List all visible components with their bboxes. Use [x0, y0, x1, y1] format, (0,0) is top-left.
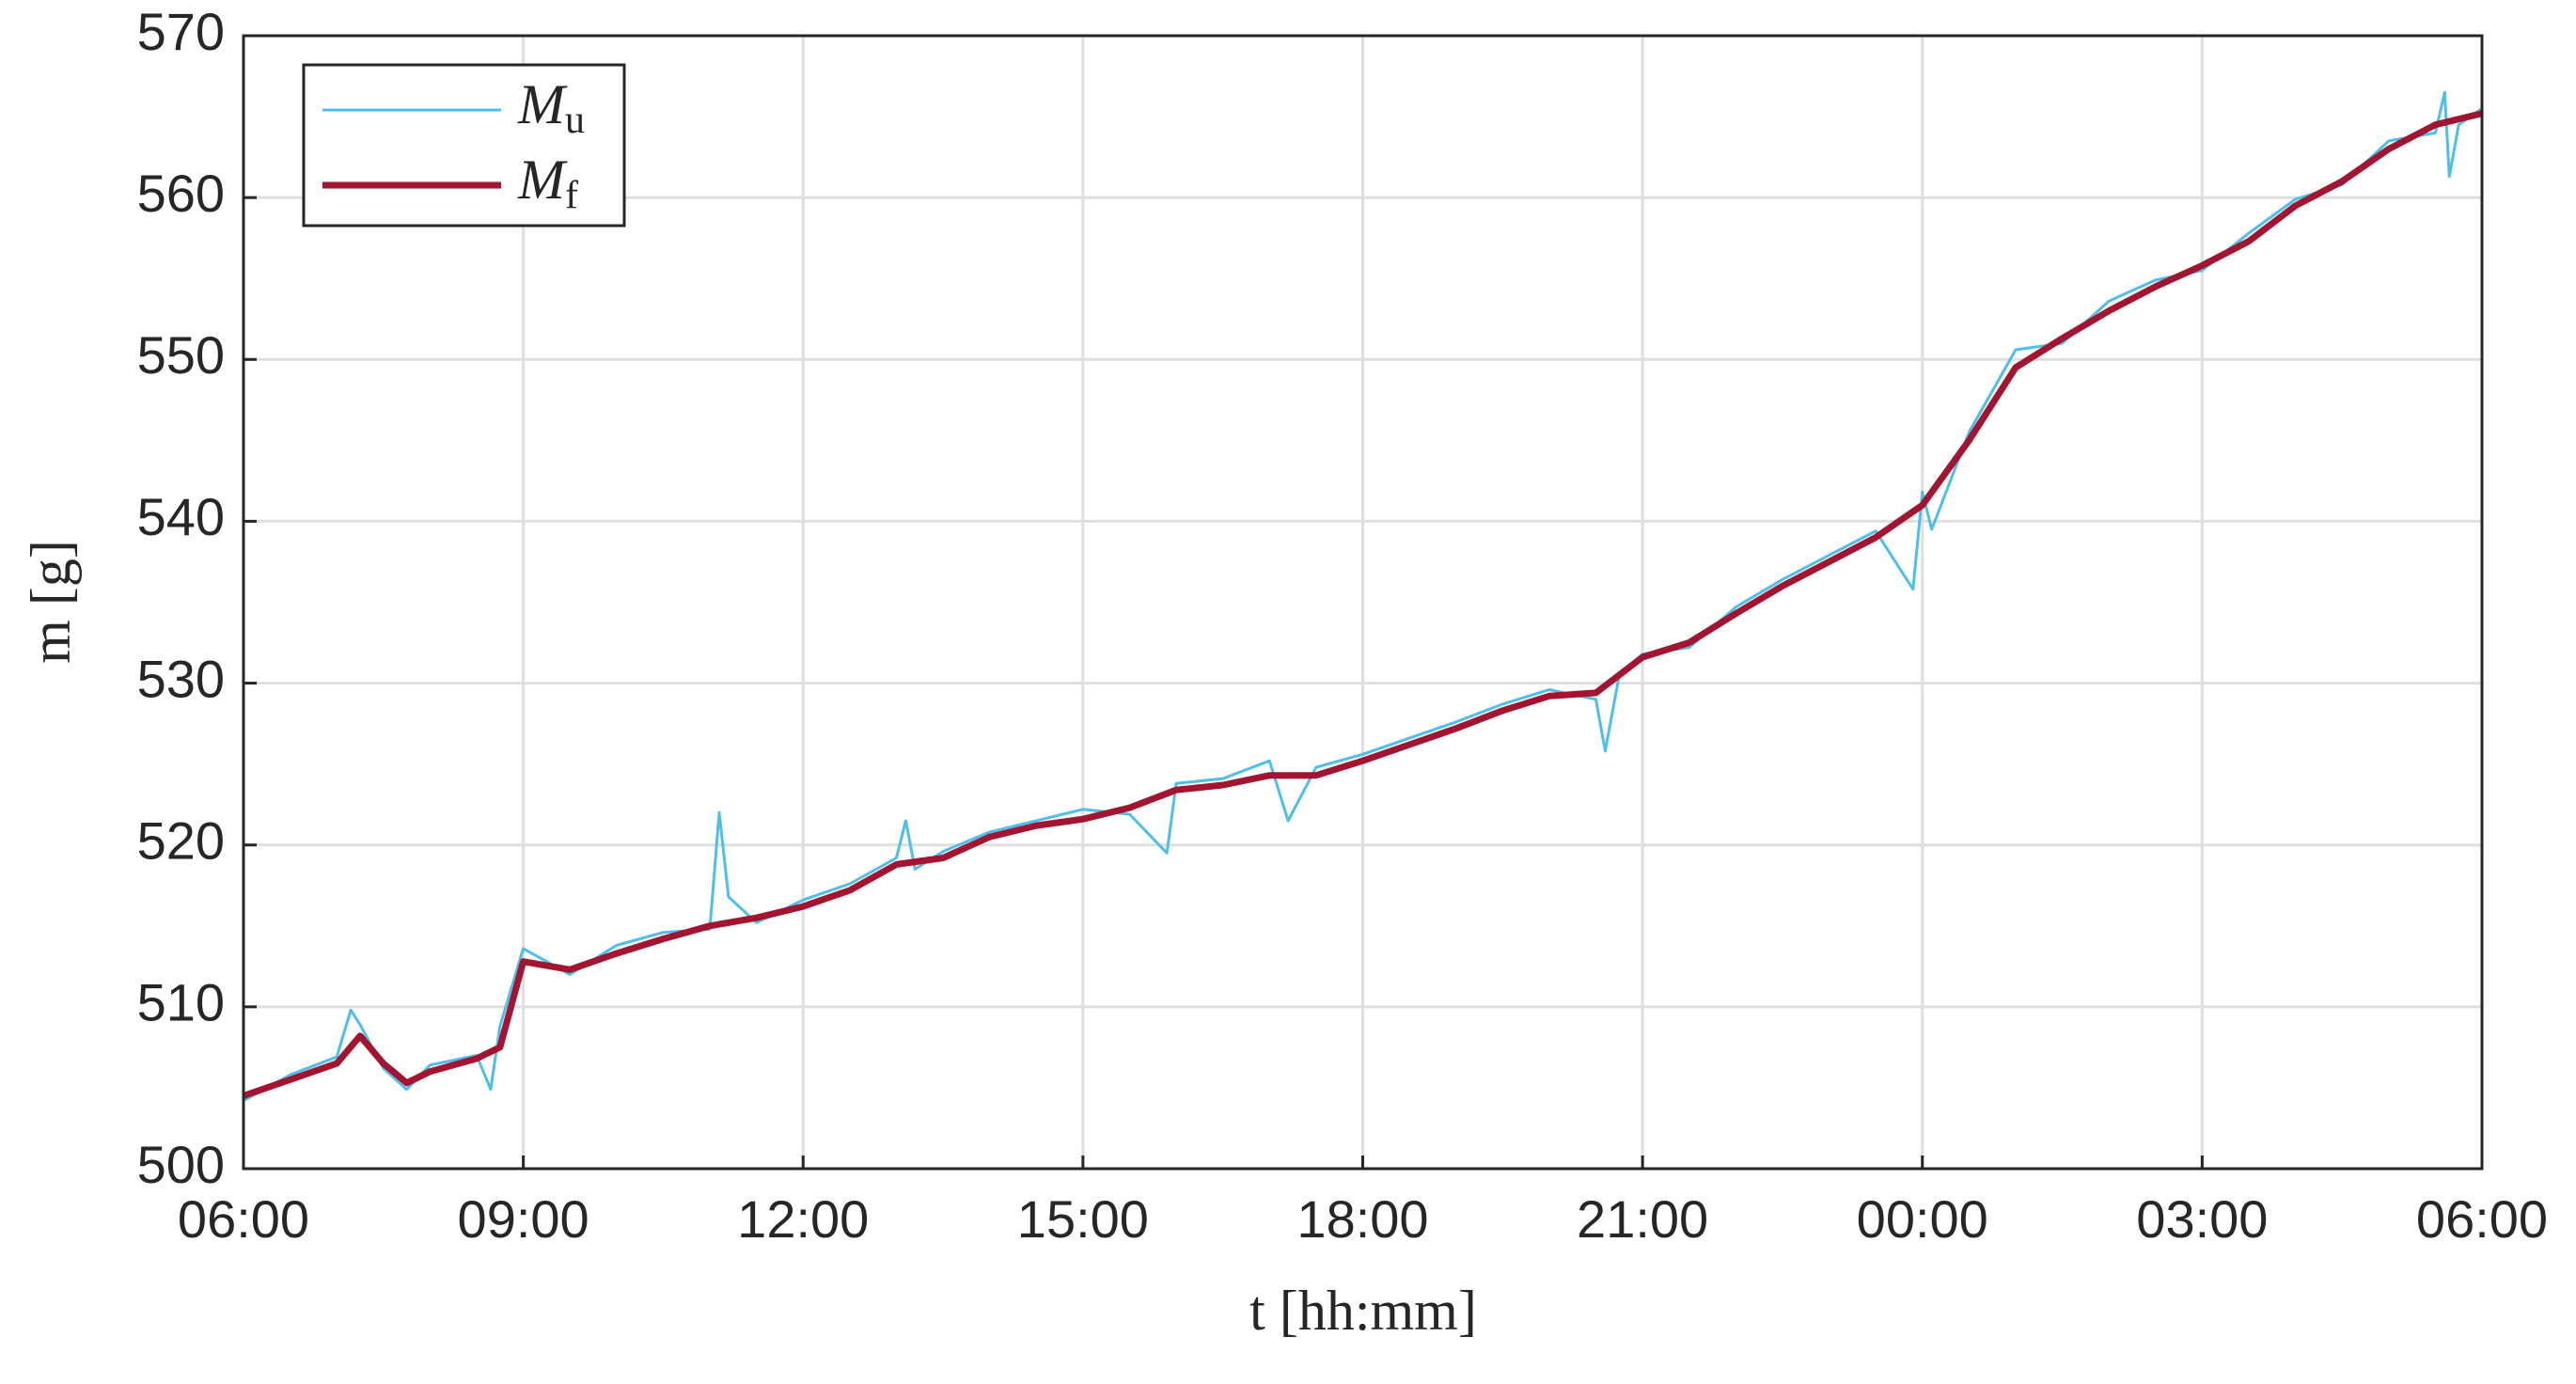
y-tick-label: 560: [137, 164, 225, 223]
y-axis-label: m [g]: [20, 540, 82, 664]
legend-box: [302, 63, 626, 228]
plot-frame: [242, 34, 2484, 1171]
x-tick-label: 00:00: [1857, 1189, 1988, 1249]
x-axis-label: t [hh:mm]: [1249, 1280, 1477, 1342]
x-tick-label: 06:00: [178, 1189, 309, 1249]
x-tick-label: 09:00: [458, 1189, 589, 1249]
y-tick-label: 530: [137, 649, 225, 708]
y-tick-label: 570: [137, 2, 225, 61]
series-line: [242, 110, 2483, 1099]
y-tick-label: 510: [137, 973, 225, 1032]
x-tick-label: 12:00: [737, 1189, 869, 1249]
y-tick-label: 500: [137, 1135, 225, 1194]
y-tick-label: 520: [137, 811, 225, 871]
grid: [242, 34, 2484, 1171]
x-tick-label: 06:00: [2416, 1189, 2548, 1249]
y-tick-label: 540: [137, 487, 225, 546]
legend-label: Mf: [517, 149, 578, 217]
series-line: [243, 90, 2483, 1103]
x-tick-label: 21:00: [1577, 1189, 1708, 1249]
x-tick-label: 18:00: [1296, 1189, 1428, 1249]
y-tick-label: 550: [137, 325, 225, 385]
legend-label: Mu: [517, 73, 585, 142]
legend: Mu Mf: [302, 63, 626, 228]
x-tick-label: 15:00: [1017, 1189, 1149, 1249]
x-tick-label: 03:00: [2136, 1189, 2268, 1249]
